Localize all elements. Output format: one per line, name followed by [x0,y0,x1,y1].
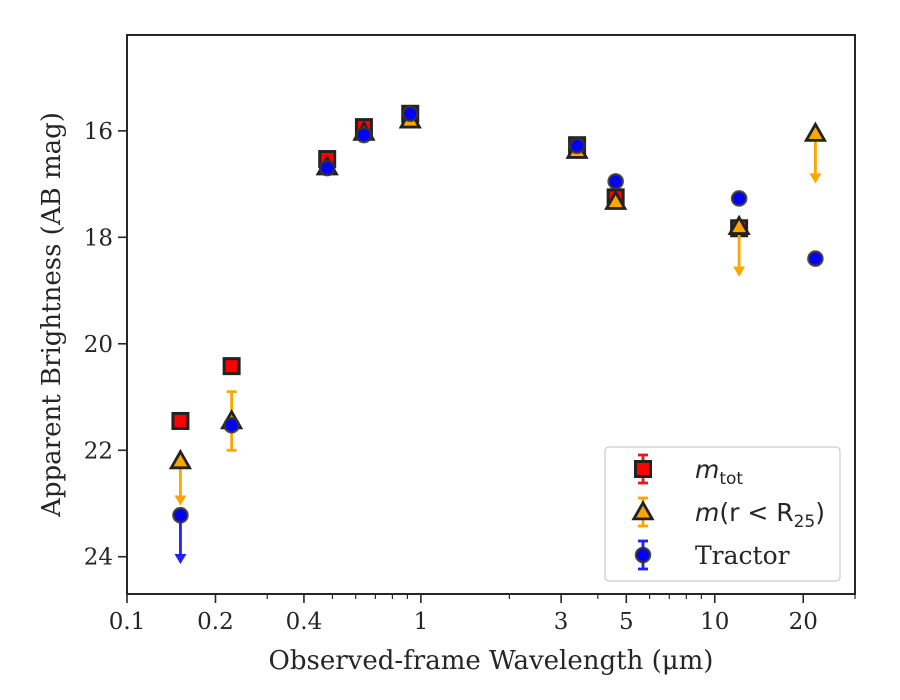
legend-label-sub: tot [719,469,743,489]
y-tick-label: 20 [84,332,113,358]
point-tractor [730,190,748,207]
point-tractor [318,159,336,177]
legend-label: mtot [695,455,743,489]
point-mtot [171,411,190,430]
legend-box [604,446,841,582]
x-tick-label: 3 [554,609,569,635]
x-tick-label: 20 [789,609,818,635]
x-tick-label: 5 [619,609,634,635]
point-tractor [807,250,824,267]
x-tick-label: 10 [700,609,729,635]
point-mr25 [727,214,751,235]
point-tractor [172,506,189,524]
axes: 0.1 0.2 0.4 1 3 5 10 20 16 18 20 22 24 [84,34,856,635]
legend-label-main: m [695,498,719,527]
point-tractor [401,105,419,123]
legend-label-sub: 25 [794,512,816,532]
y-tick-label: 22 [84,438,113,464]
plot-frame [126,34,856,595]
point-tractor [568,137,586,155]
legend-label-mid: (r < R [719,498,793,527]
x-tick-label: 1 [414,609,429,635]
upper-limit-arrow [174,554,187,565]
point-mr25 [168,448,193,470]
x-tick-label: 0.2 [197,609,234,635]
point-mr25 [803,121,828,142]
legend-entry-mr25: m(r < R25) [631,496,825,532]
x-tick-label: 0.4 [286,609,323,635]
legend-label-main: m [695,455,719,484]
legend-entry-mtot: mtot [634,453,743,489]
y-tick-label: 24 [84,545,113,571]
legend-entry-tractor: Tractor [634,539,790,571]
legend-marker-mr25 [631,499,655,521]
legend-label: Tractor [695,541,790,570]
point-tractor [223,416,240,434]
upper-limit-arrow [174,495,187,506]
y-tick-label: 18 [84,225,113,251]
series-tractor [172,105,824,565]
y-axis-title: Apparent Brightness (AB mag) [37,112,67,518]
upper-limit-arrow [809,173,822,184]
data-marks [168,104,828,565]
point-mr25 [604,189,628,210]
y-tick-label: 16 [84,119,113,145]
x-axis-title: Observed-frame Wavelength (μm) [269,646,714,676]
point-tractor [355,126,373,144]
upper-limit-arrow [733,266,746,277]
point-mtot [222,357,241,376]
legend-label-close: ) [815,498,825,527]
legend-marker-tractor [634,546,652,564]
legend-marker-mtot [634,460,652,478]
x-tick-label: 0.1 [109,609,146,635]
legend-label: m(r < R25) [695,498,825,532]
point-tractor [607,173,624,190]
